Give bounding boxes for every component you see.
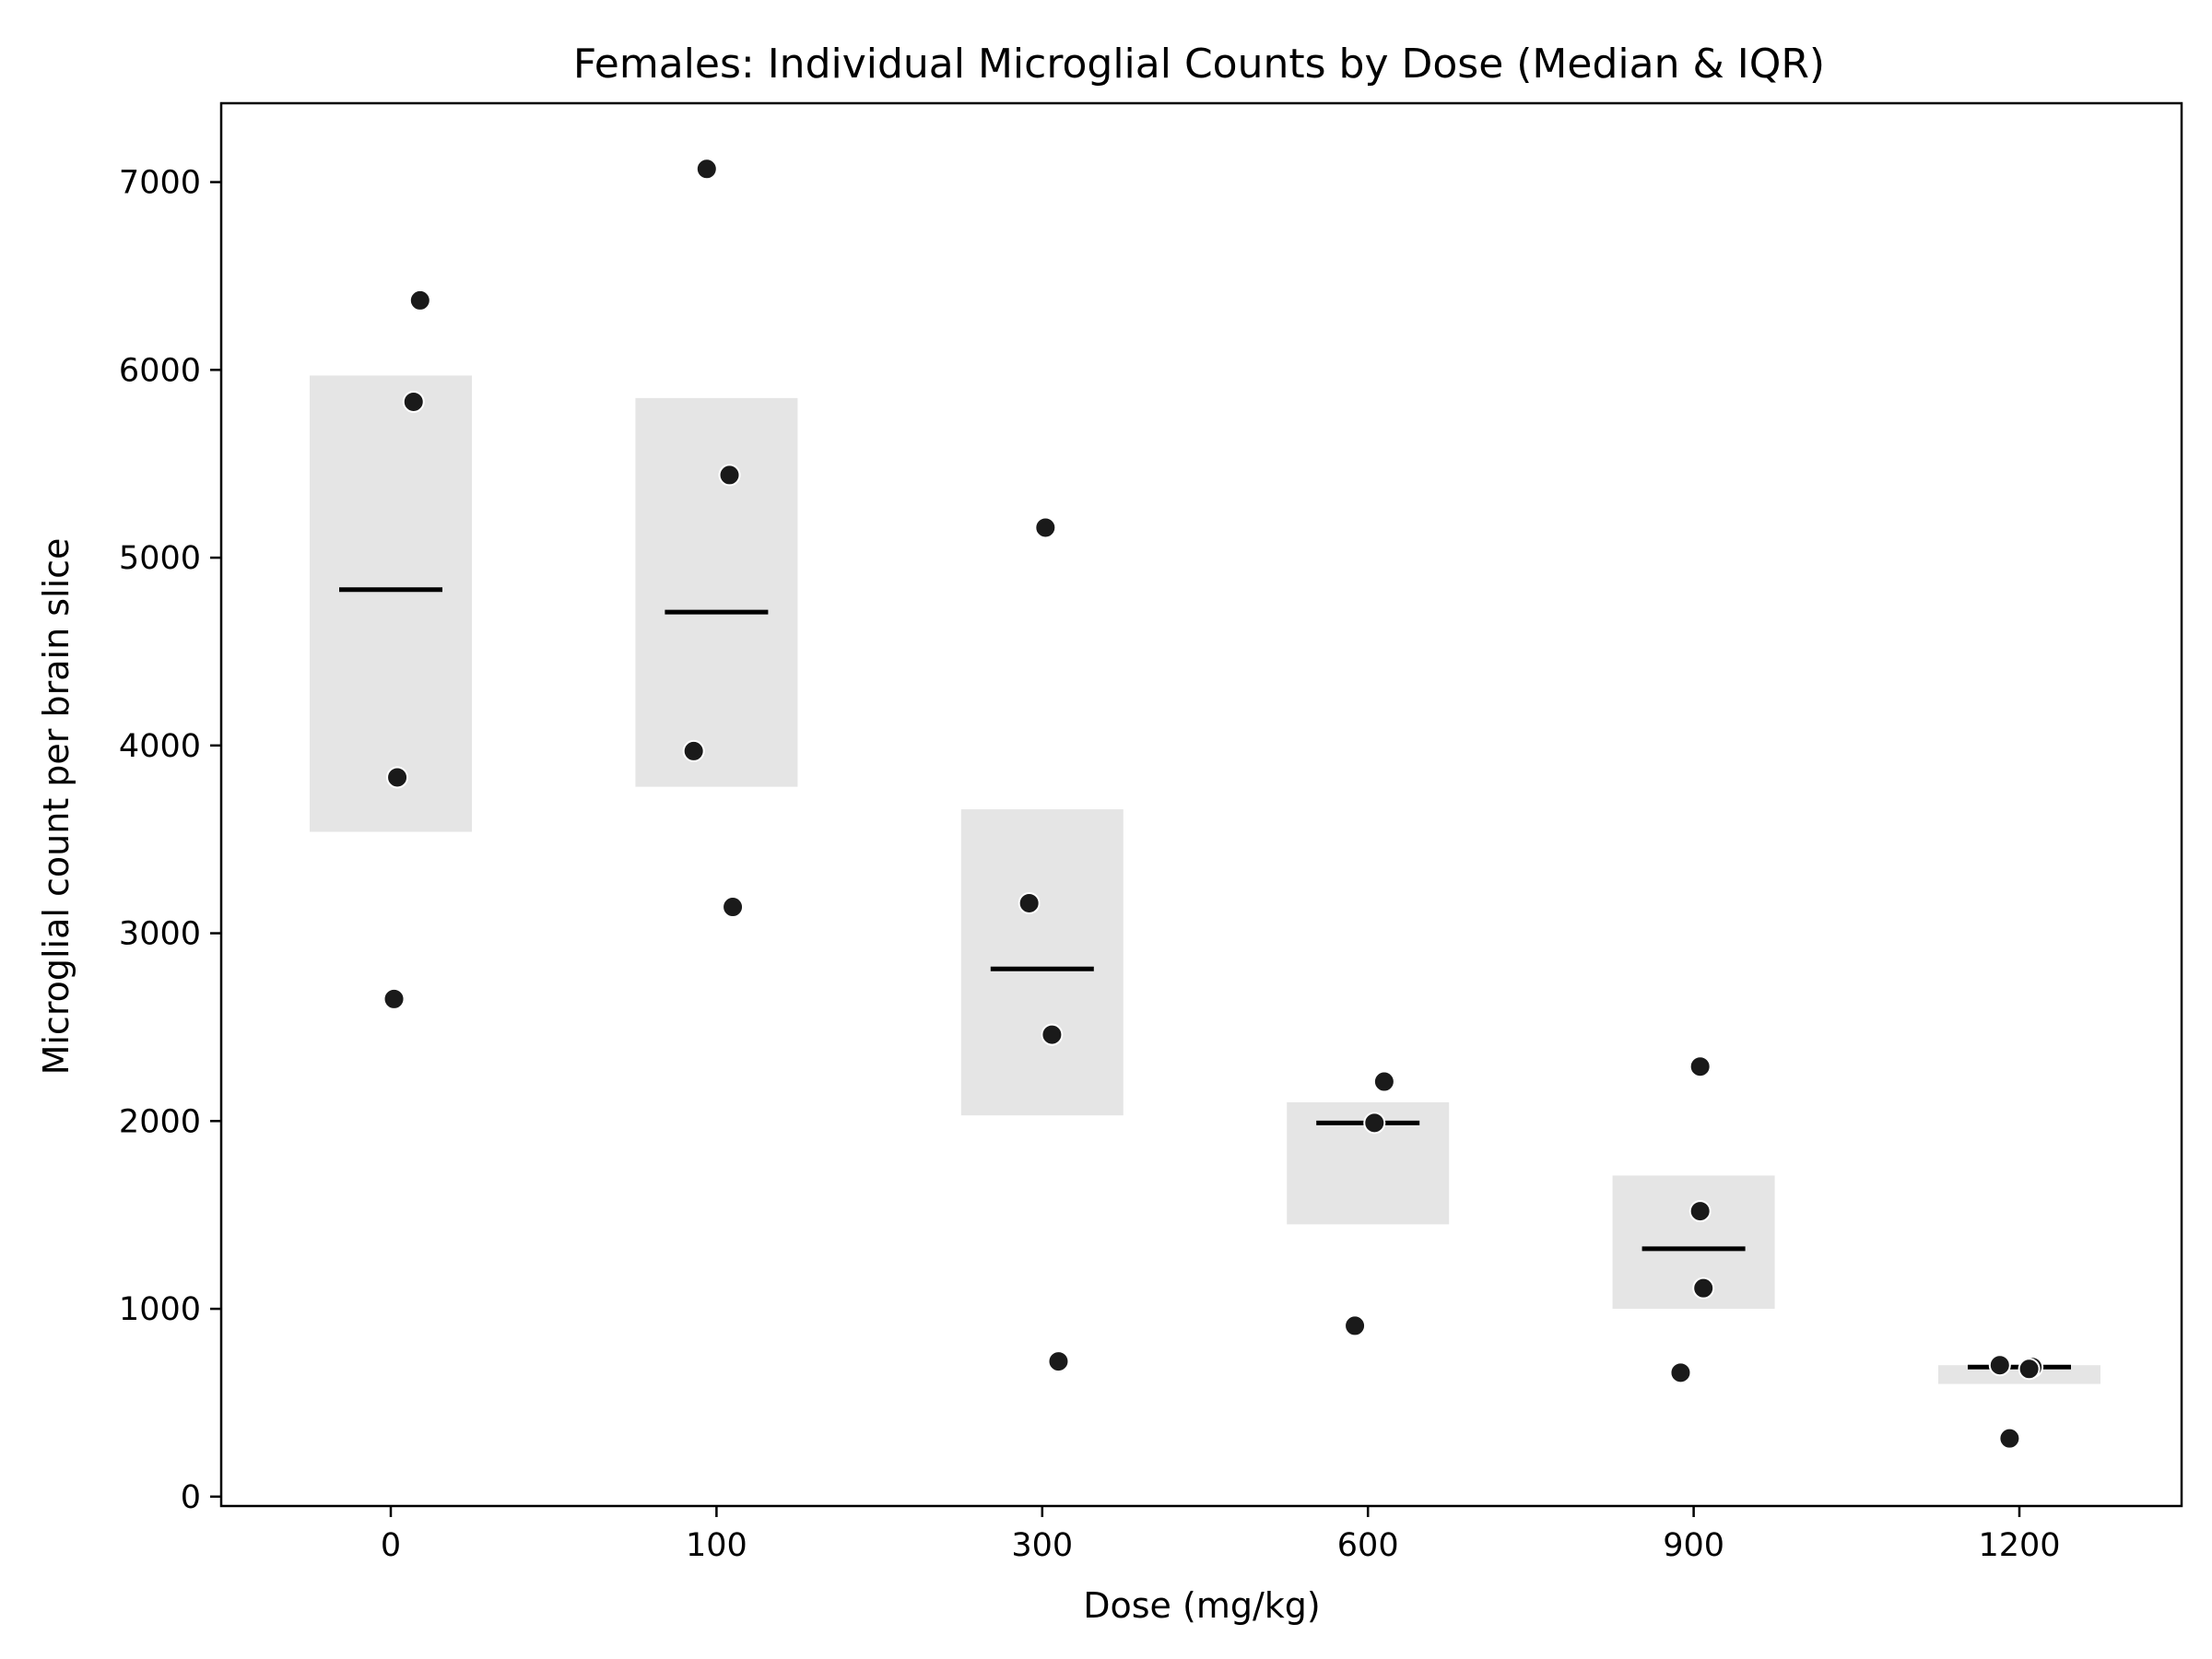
x-tick-label: 0 [381,1527,401,1564]
data-point-1200-4 [1998,1427,2021,1450]
y-tick-label: 4000 [119,728,201,765]
data-point-300-4 [1047,1350,1070,1373]
x-axis-label: Dose (mg/kg) [1083,1585,1320,1626]
iqr-boxes [310,375,2100,1384]
x-tick-label: 1200 [1978,1527,2060,1564]
data-point-300-2 [1018,891,1041,914]
iqr-box-100 [635,397,798,787]
x-tick-label: 900 [1663,1527,1724,1564]
y-tick-label: 0 [181,1479,201,1516]
data-point-900-1 [1688,1055,1712,1078]
data-point-300-3 [1041,1023,1064,1046]
data-point-300-1 [1034,516,1057,539]
y-tick-label: 3000 [119,916,201,953]
y-tick-label: 1000 [119,1291,201,1328]
y-tick-label: 5000 [119,540,201,577]
data-point-100-2 [718,464,741,487]
y-axis-label: Microglial count per brain slice [36,538,76,1076]
y-tick-label: 2000 [119,1103,201,1140]
data-point-900-3 [1692,1277,1715,1300]
axes: 0 1000 2000 3000 4000 5000 6000 7000 0 100 300 600 9… [119,101,2183,1564]
y-tick-label: 7000 [119,165,201,202]
x-tick-label: 100 [686,1527,747,1564]
x-tick-label: 300 [1011,1527,1073,1564]
data-point-0-3 [386,766,409,789]
data-point-1200-1 [1988,1354,2011,1377]
data-point-600-2 [1363,1112,1386,1135]
plot-frame [219,101,2183,1508]
chart-title: Females: Individual Microglial Counts by… [573,41,1825,88]
data-point-900-4 [1669,1361,1692,1384]
data-point-1200-3 [2018,1358,2041,1381]
iqr-box-0 [310,375,472,832]
y-tick-label: 6000 [119,352,201,389]
data-point-100-3 [682,739,705,762]
x-tick-label: 600 [1337,1527,1399,1564]
iqr-box-1200 [1938,1365,2100,1384]
data-point-0-1 [408,288,431,312]
data-point-900-2 [1688,1200,1712,1223]
data-point-100-4 [722,896,745,919]
data-point-0-2 [402,390,425,413]
iqr-box-300 [960,809,1124,1116]
data-point-100-1 [695,158,718,181]
data-point-600-1 [1372,1070,1395,1093]
data-point-0-4 [382,987,406,1010]
data-point-600-3 [1344,1314,1367,1337]
data-points [382,158,2044,1450]
